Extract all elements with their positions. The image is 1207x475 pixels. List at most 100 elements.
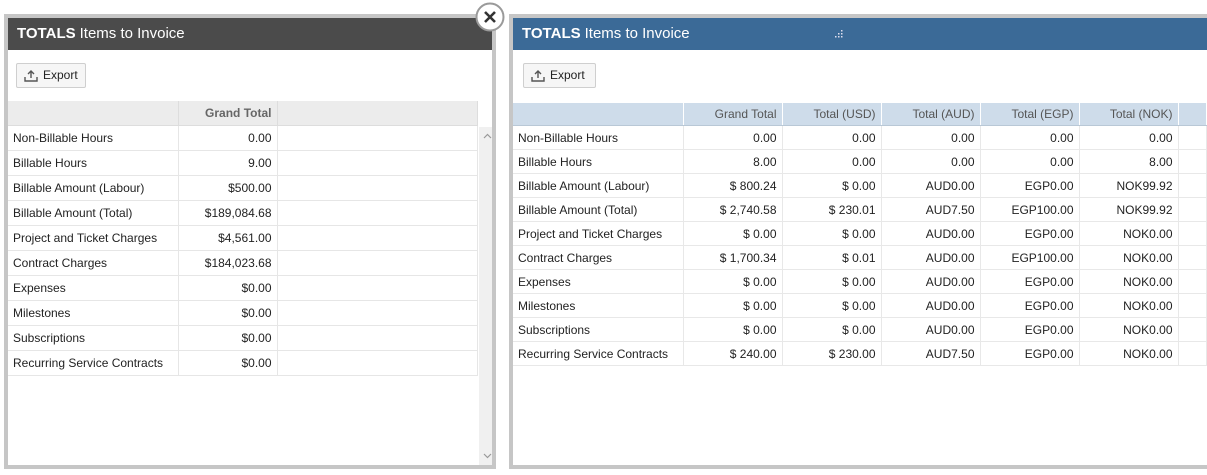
- label-cell: Subscriptions: [513, 317, 684, 342]
- value-cell: NOK99.92: [1079, 173, 1179, 198]
- table-row: Billable Hours 9.00: [8, 150, 478, 176]
- row-filler: [277, 350, 478, 376]
- label-cell: Milestones: [513, 293, 684, 318]
- label-cell: Contract Charges: [8, 250, 179, 276]
- value-cell: $ 0.00: [782, 317, 882, 342]
- table-row: Subscriptions $ 0.00 $ 0.00 AUD0.00 EGP0.00 N…: [513, 317, 1207, 342]
- value-cell: $500.00: [178, 175, 278, 201]
- value-cell: $ 0.00: [683, 317, 783, 342]
- value-cell: AUD7.50: [881, 197, 981, 222]
- table-row: Billable Amount (Labour) $ 800.24 $ 0.00 AU…: [513, 173, 1207, 198]
- value-cell: EGP0.00: [980, 317, 1080, 342]
- value-cell: NOK0.00: [1079, 341, 1179, 366]
- row-filler: [1178, 149, 1207, 174]
- scrollbar[interactable]: [479, 127, 492, 465]
- column-header: Total (USD): [782, 103, 882, 126]
- value-cell: 0.00: [782, 149, 882, 174]
- totals-table: Grand Total Total (USD) Total (AUD) Total (…: [513, 103, 1207, 366]
- value-cell: $ 0.00: [782, 269, 882, 294]
- value-cell: 0.00: [1079, 125, 1179, 150]
- value-cell: $ 800.24: [683, 173, 783, 198]
- row-filler: [1178, 173, 1207, 198]
- value-cell: EGP0.00: [980, 293, 1080, 318]
- value-cell: $ 0.00: [683, 221, 783, 246]
- table-row: Contract Charges $ 1,700.34 $ 0.01 AUD0.00 E…: [513, 245, 1207, 270]
- value-cell: $ 0.00: [782, 221, 882, 246]
- value-cell: 0.00: [683, 125, 783, 150]
- table-row: Subscriptions $0.00: [8, 325, 478, 351]
- export-label: Export: [550, 68, 585, 82]
- value-cell: 0.00: [881, 125, 981, 150]
- value-cell: 0.00: [980, 149, 1080, 174]
- label-cell: Billable Hours: [8, 150, 179, 176]
- value-cell: EGP0.00: [980, 341, 1080, 366]
- header-cell: [513, 103, 684, 126]
- row-filler: [1178, 341, 1207, 366]
- column-header: Total (NOK): [1079, 103, 1179, 126]
- table-row: Recurring Service Contracts $ 240.00 $ 230…: [513, 341, 1207, 366]
- value-cell: AUD0.00: [881, 245, 981, 270]
- value-cell: EGP0.00: [980, 173, 1080, 198]
- label-cell: Billable Amount (Labour): [513, 173, 684, 198]
- value-cell: $ 230.00: [782, 341, 882, 366]
- value-cell: 0.00: [980, 125, 1080, 150]
- label-cell: Milestones: [8, 300, 179, 326]
- row-filler: [277, 225, 478, 251]
- export-button[interactable]: Export: [16, 63, 86, 88]
- label-cell: Project and Ticket Charges: [8, 225, 179, 251]
- column-header: Total (EGP): [980, 103, 1080, 126]
- value-cell: EGP0.00: [980, 269, 1080, 294]
- value-cell: $ 0.01: [782, 245, 882, 270]
- table-row: Project and Ticket Charges $4,561.00: [8, 225, 478, 251]
- scroll-arrows: [483, 133, 492, 459]
- header-row: Grand Total: [8, 101, 478, 126]
- value-cell: NOK0.00: [1079, 317, 1179, 342]
- value-cell: NOK0.00: [1079, 221, 1179, 246]
- left-panel: TOTALS Items to Invoice Export Grand Tota…: [4, 14, 496, 469]
- table-row: Project and Ticket Charges $ 0.00 $ 0.00 AU…: [513, 221, 1207, 246]
- table-row: Billable Amount (Total) $189,084.68: [8, 200, 478, 226]
- value-cell: AUD0.00: [881, 293, 981, 318]
- row-filler: [277, 325, 478, 351]
- table-row: Billable Amount (Total) $ 2,740.58 $ 230.0…: [513, 197, 1207, 222]
- value-cell: $184,023.68: [178, 250, 278, 276]
- column-header: Grand Total: [178, 101, 278, 126]
- close-button[interactable]: [475, 2, 505, 32]
- header-cell: [8, 101, 179, 126]
- row-filler: [277, 150, 478, 176]
- table-row: Contract Charges $184,023.68: [8, 250, 478, 276]
- value-cell: $ 0.00: [683, 269, 783, 294]
- value-cell: 0.00: [881, 149, 981, 174]
- export-button[interactable]: Export: [523, 63, 596, 88]
- value-cell: NOK0.00: [1079, 269, 1179, 294]
- label-cell: Recurring Service Contracts: [8, 350, 179, 376]
- value-cell: $ 2,740.58: [683, 197, 783, 222]
- header-bold: TOTALS: [17, 25, 76, 42]
- row-filler: [1178, 293, 1207, 318]
- table-row: Expenses $0.00: [8, 275, 478, 301]
- value-cell: $0.00: [178, 300, 278, 326]
- right-panel: TOTALS Items to Invoice Export Grand Tota…: [509, 14, 1207, 469]
- value-cell: 8.00: [683, 149, 783, 174]
- export-icon: [24, 70, 38, 82]
- column-header: Grand Total: [683, 103, 783, 126]
- value-cell: EGP0.00: [980, 221, 1080, 246]
- header-title: Items to Invoice: [79, 25, 185, 42]
- label-cell: Non-Billable Hours: [8, 125, 179, 151]
- value-cell: EGP100.00: [980, 245, 1080, 270]
- value-cell: AUD0.00: [881, 269, 981, 294]
- value-cell: AUD0.00: [881, 221, 981, 246]
- label-cell: Contract Charges: [513, 245, 684, 270]
- value-cell: $ 0.00: [782, 293, 882, 318]
- row-filler: [277, 275, 478, 301]
- row-filler: [277, 300, 478, 326]
- value-cell: AUD0.00: [881, 173, 981, 198]
- value-cell: NOK99.92: [1079, 197, 1179, 222]
- label-cell: Billable Amount (Total): [513, 197, 684, 222]
- table-row: Non-Billable Hours 0.00: [8, 125, 478, 151]
- header-row: Grand Total Total (USD) Total (AUD) Total (…: [513, 103, 1207, 126]
- value-cell: EGP100.00: [980, 197, 1080, 222]
- table-row: Milestones $0.00: [8, 300, 478, 326]
- label-cell: Subscriptions: [8, 325, 179, 351]
